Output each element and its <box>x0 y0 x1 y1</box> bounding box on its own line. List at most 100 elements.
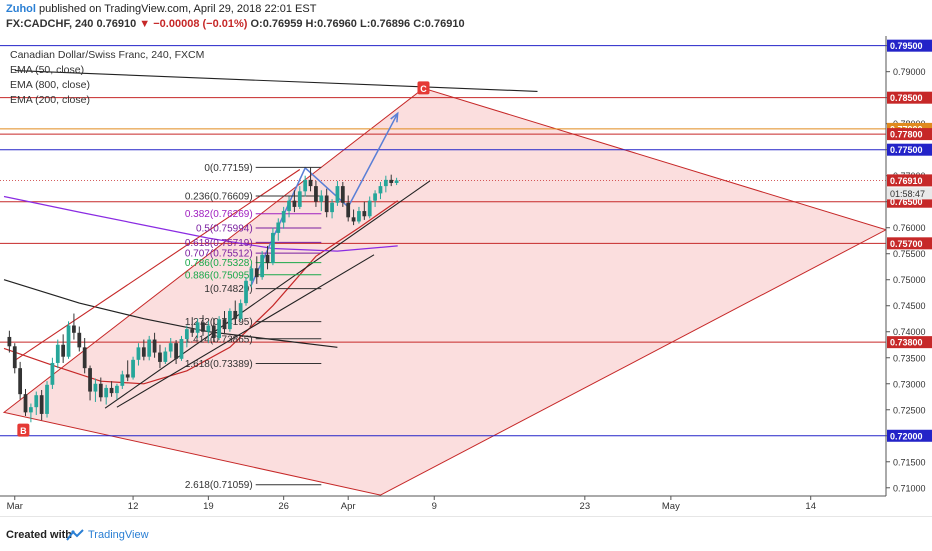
candle-body[interactable] <box>362 211 367 217</box>
candle-body[interactable] <box>249 268 254 281</box>
candle-body[interactable] <box>373 193 377 201</box>
candle-body[interactable] <box>335 186 340 203</box>
candle-body[interactable] <box>287 200 291 212</box>
legend-ema200[interactable]: EMA (200, close) <box>10 94 90 106</box>
candle-body[interactable] <box>281 211 286 223</box>
candle-body[interactable] <box>174 343 178 359</box>
candle-body[interactable] <box>163 351 168 362</box>
candle-body[interactable] <box>201 322 205 332</box>
candle-body[interactable] <box>61 344 66 357</box>
candle-body[interactable] <box>195 322 200 333</box>
candle-body[interactable] <box>314 186 318 202</box>
y-tick-label: 0.79000 <box>893 67 926 77</box>
candle-body[interactable] <box>324 195 329 213</box>
candle-body[interactable] <box>265 254 270 264</box>
candle-body[interactable] <box>158 352 162 362</box>
candle-body[interactable] <box>82 347 87 369</box>
pattern-point-C-marker[interactable] <box>417 81 430 95</box>
candle-body[interactable] <box>233 310 238 319</box>
ema-line-0[interactable] <box>3 200 399 385</box>
candle-body[interactable] <box>184 329 189 340</box>
candle-body[interactable] <box>168 343 173 352</box>
change-down-icon: ▼ <box>139 18 151 30</box>
candle-body[interactable] <box>34 395 39 408</box>
legend-ema50[interactable]: EMA (50, close) <box>10 64 85 76</box>
candle-body[interactable] <box>378 186 383 194</box>
candle-body[interactable] <box>147 339 152 357</box>
candle-body[interactable] <box>367 200 372 217</box>
candle-body[interactable] <box>244 280 248 304</box>
candle-body[interactable] <box>389 179 394 183</box>
candle-body[interactable] <box>308 179 313 187</box>
candle-body[interactable] <box>136 347 141 360</box>
trendline-channel-upper[interactable] <box>14 169 301 361</box>
trendline-resistance-top[interactable] <box>14 70 538 92</box>
candle-body[interactable] <box>93 383 98 392</box>
candle-body[interactable] <box>29 407 33 413</box>
candle-body[interactable] <box>346 202 351 218</box>
candle-body[interactable] <box>55 344 60 363</box>
candle-body[interactable] <box>351 217 356 222</box>
time-axis[interactable] <box>0 497 886 516</box>
candle-body[interactable] <box>238 303 243 319</box>
candle-body[interactable] <box>45 384 49 414</box>
candle-body[interactable] <box>383 179 388 187</box>
candle-body[interactable] <box>98 383 103 398</box>
last-price-tag <box>887 174 932 187</box>
projection-arrowhead <box>390 111 399 123</box>
candle-body[interactable] <box>271 232 275 264</box>
ema-line-2[interactable] <box>3 279 338 348</box>
candle-body[interactable] <box>120 374 125 386</box>
candle-body[interactable] <box>330 202 334 213</box>
pattern-point-B-marker[interactable] <box>17 423 30 437</box>
candle-body[interactable] <box>50 362 55 385</box>
candle-body[interactable] <box>297 191 302 207</box>
candle-body[interactable] <box>66 325 71 357</box>
candle-body[interactable] <box>72 325 76 333</box>
candle-body[interactable] <box>179 339 184 359</box>
candle-body[interactable] <box>254 268 259 278</box>
candle-body[interactable] <box>125 374 130 378</box>
level-price-tag <box>887 128 932 141</box>
created-with-label: Created with <box>6 529 73 541</box>
candle-body[interactable] <box>303 179 308 192</box>
candle-body[interactable] <box>357 211 361 222</box>
candle-body[interactable] <box>7 336 12 347</box>
low-value: L:0.76896 <box>359 18 411 30</box>
candle-body[interactable] <box>88 368 92 392</box>
trendline-channel-lower-1[interactable] <box>104 180 431 409</box>
candle-body[interactable] <box>77 332 82 348</box>
candle-body[interactable] <box>211 325 216 338</box>
candle-body[interactable] <box>12 346 17 369</box>
author-link[interactable]: Zuhol <box>6 3 36 15</box>
candle-body[interactable] <box>319 195 324 202</box>
candle-body[interactable] <box>222 319 227 330</box>
ema-line-1[interactable] <box>3 195 398 252</box>
candle-body[interactable] <box>23 394 28 413</box>
y-tick-label: 0.72500 <box>893 405 926 415</box>
tradingview-logo-icon[interactable] <box>66 528 84 546</box>
candle-body[interactable] <box>292 200 297 207</box>
trendline-channel-lower-2[interactable] <box>116 254 375 408</box>
legend-ema800[interactable]: EMA (800, close) <box>10 79 90 91</box>
candle-body[interactable] <box>206 325 211 332</box>
price-chart[interactable]: 0(0.77159) 0.236(0.76609) 0.382(0.76269) 0.… <box>0 36 932 516</box>
candle-body[interactable] <box>340 186 345 203</box>
candle-body[interactable] <box>109 387 114 394</box>
candle-body[interactable] <box>190 329 195 333</box>
tradingview-brand-link[interactable]: TradingView <box>88 529 149 541</box>
candle-body[interactable] <box>104 387 109 398</box>
candle-body[interactable] <box>227 310 232 330</box>
candle-body[interactable] <box>152 339 157 353</box>
candle-body[interactable] <box>141 347 146 357</box>
price-change: −0.00008 (−0.01%) <box>153 18 248 30</box>
candle-body[interactable] <box>115 385 119 394</box>
candle-body[interactable] <box>260 254 265 278</box>
candle-body[interactable] <box>217 319 222 338</box>
candle-body[interactable] <box>18 368 23 395</box>
fib-level-label: 0(0.77159) <box>204 163 252 174</box>
candle-body[interactable] <box>39 395 44 414</box>
candle-body[interactable] <box>276 222 281 233</box>
candle-body[interactable] <box>131 359 135 378</box>
candle-body[interactable] <box>394 180 399 183</box>
